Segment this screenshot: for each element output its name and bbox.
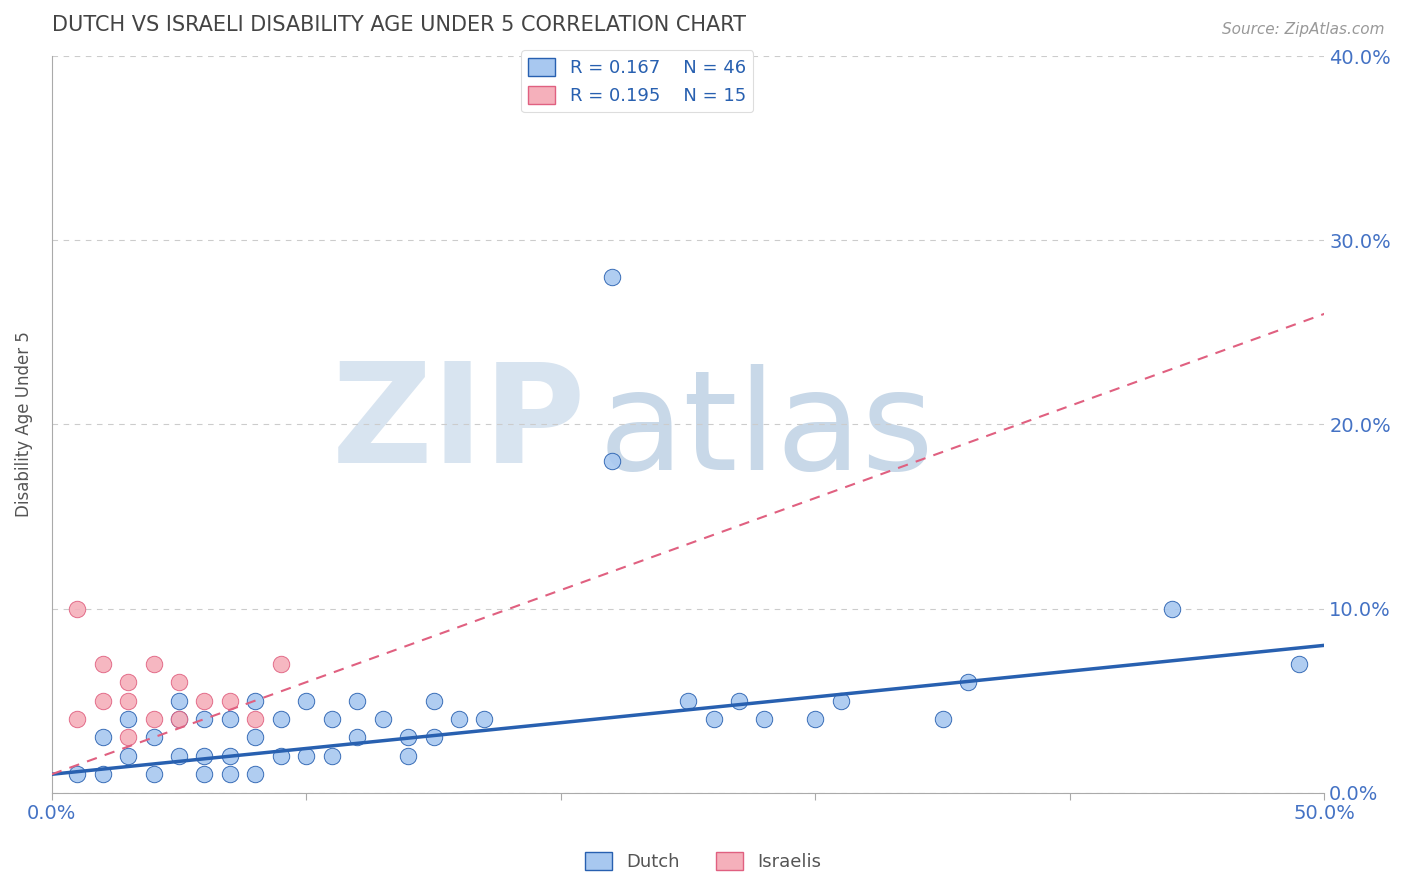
Point [167,712,190,726]
Legend: Dutch, Israelis: Dutch, Israelis [578,845,828,879]
Point [142,767,165,781]
Text: atlas: atlas [599,364,935,500]
Point [422,693,444,707]
Point [600,270,623,285]
Point [728,693,751,707]
Point [804,712,827,726]
Point [830,693,852,707]
Point [117,731,139,745]
Text: DUTCH VS ISRAELI DISABILITY AGE UNDER 5 CORRELATION CHART: DUTCH VS ISRAELI DISABILITY AGE UNDER 5 … [52,15,745,35]
Point [219,767,242,781]
Point [66,712,89,726]
Point [754,712,776,726]
Point [142,712,165,726]
Point [117,675,139,690]
Point [193,767,215,781]
Point [245,767,267,781]
Point [91,731,114,745]
Point [346,731,368,745]
Point [422,731,444,745]
Point [1288,657,1310,671]
Point [219,693,242,707]
Point [245,693,267,707]
Point [270,748,292,763]
Point [142,657,165,671]
Point [91,767,114,781]
Text: ZIP: ZIP [332,357,586,491]
Point [193,748,215,763]
Point [193,712,215,726]
Point [142,731,165,745]
Point [117,693,139,707]
Point [396,748,419,763]
Point [193,693,215,707]
Point [91,657,114,671]
Point [447,712,470,726]
Point [396,731,419,745]
Point [474,712,496,726]
Point [321,748,343,763]
Legend: R = 0.167    N = 46, R = 0.195    N = 15: R = 0.167 N = 46, R = 0.195 N = 15 [522,50,754,112]
Point [1160,601,1182,615]
Point [219,748,242,763]
Point [219,712,242,726]
Point [295,748,318,763]
Point [676,693,699,707]
Point [600,454,623,468]
Point [270,657,292,671]
Point [167,693,190,707]
Point [66,767,89,781]
Point [245,712,267,726]
Point [66,601,89,615]
Text: Source: ZipAtlas.com: Source: ZipAtlas.com [1222,22,1385,37]
Point [321,712,343,726]
Point [117,712,139,726]
Point [270,712,292,726]
Point [295,693,318,707]
Point [346,693,368,707]
Point [167,675,190,690]
Point [167,712,190,726]
Point [957,675,980,690]
Point [931,712,953,726]
Point [245,731,267,745]
Y-axis label: Disability Age Under 5: Disability Age Under 5 [15,332,32,517]
Point [702,712,724,726]
Point [167,748,190,763]
Point [117,748,139,763]
Point [371,712,394,726]
Point [91,693,114,707]
